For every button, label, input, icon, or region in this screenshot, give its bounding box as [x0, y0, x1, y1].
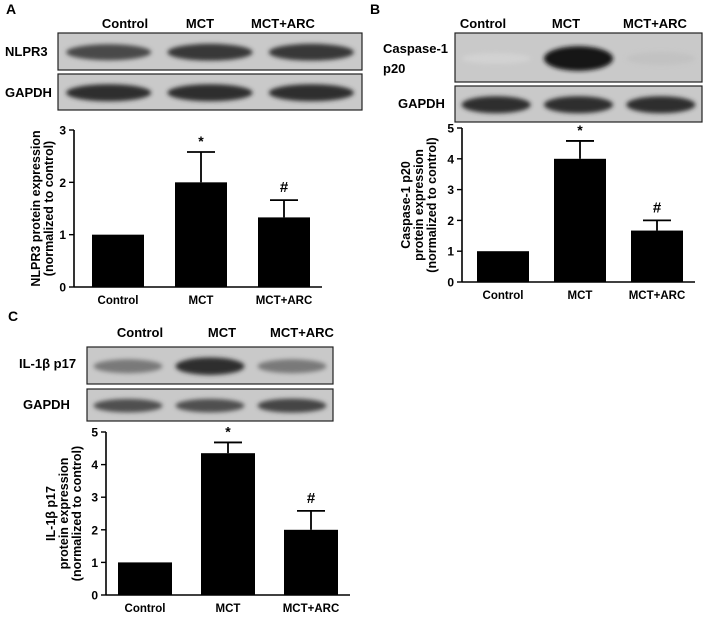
western-blot: GAPDH: [398, 85, 703, 123]
y-tick-label: 1: [59, 228, 66, 242]
x-tick-label: MCT: [216, 603, 241, 614]
bar: [175, 182, 227, 287]
blot-band: [543, 96, 614, 114]
blot-band: [626, 96, 696, 114]
significance-mark: *: [198, 133, 204, 149]
y-axis-label: Caspase-1 p20: [399, 161, 413, 249]
lane-label: MCT+ARC: [251, 16, 316, 31]
blot-band: [93, 359, 163, 374]
y-tick-label: 0: [91, 589, 98, 603]
panel-a: A Control MCT MCT+ARC NLPR3 GAPDH: [5, 1, 363, 111]
significance-mark: #: [307, 490, 316, 507]
blot-band: [268, 43, 354, 61]
bar: [118, 562, 172, 595]
bar: [201, 453, 255, 595]
y-tick-label: 2: [447, 214, 454, 228]
blot-label: IL-1β p17: [19, 356, 76, 371]
y-tick-label: 1: [447, 245, 454, 259]
lane-label: MCT: [208, 325, 236, 340]
panel-letter: C: [8, 308, 18, 324]
y-tick-label: 0: [447, 276, 454, 290]
western-blot: Caspase-1 p20: [383, 32, 703, 83]
y-tick-label: 2: [59, 176, 66, 190]
bar: [258, 217, 310, 287]
significance-mark: #: [280, 179, 289, 196]
y-tick-label: 4: [447, 152, 454, 166]
significance-mark: #: [653, 199, 662, 216]
blot-band: [268, 84, 354, 102]
bar-chart-a: 0 1 2 3 NLPR3 protein expression (normalized …: [29, 124, 322, 307]
panel-letter: B: [370, 1, 380, 17]
y-tick-label: 3: [59, 124, 66, 138]
western-blot: GAPDH: [5, 73, 363, 111]
y-tick-label: 0: [59, 281, 66, 295]
y-axis-label: (normalized to control): [425, 137, 439, 272]
blot-label: GAPDH: [398, 96, 445, 111]
blot-label: NLPR3: [5, 44, 48, 59]
lane-label: MCT: [186, 16, 214, 31]
y-axis-label: IL-1β p17: [44, 486, 58, 541]
blot-band: [167, 84, 253, 102]
x-tick-label: Control: [483, 290, 524, 302]
lane-label: MCT+ARC: [270, 325, 335, 340]
y-tick-label: 1: [91, 556, 98, 570]
bar: [554, 158, 606, 282]
x-tick-label: MCT: [189, 295, 214, 307]
blot-band: [175, 357, 245, 375]
significance-mark: *: [225, 423, 231, 439]
western-blot: IL-1β p17: [19, 346, 334, 385]
x-tick-label: Control: [98, 295, 139, 307]
bar: [92, 234, 144, 287]
blot-band: [543, 46, 614, 71]
y-axis-label: (normalized to control): [42, 141, 56, 276]
y-axis-label: NLPR3 protein expression: [29, 130, 43, 286]
y-tick-label: 3: [447, 183, 454, 197]
y-tick-label: 5: [91, 426, 98, 440]
blot-label: GAPDH: [23, 397, 70, 412]
blot-band: [66, 84, 152, 102]
panel-c: C Control MCT MCT+ARC IL-1β p17 GAPDH: [8, 308, 335, 422]
y-axis-label: protein expression: [57, 458, 71, 570]
significance-mark: *: [577, 122, 583, 138]
bar: [284, 529, 338, 595]
blot-band: [257, 359, 327, 374]
x-tick-label: MCT+ARC: [629, 290, 686, 302]
western-blot: GAPDH: [23, 388, 334, 422]
bar-chart-c: 0 1 2 3 4 5 IL-1β p17 protein expression (normal…: [44, 423, 350, 615]
y-tick-label: 2: [91, 523, 98, 537]
western-blot: NLPR3: [5, 32, 363, 71]
blot-band: [93, 398, 163, 413]
blot-label: Caspase-1: [383, 41, 448, 56]
x-tick-label: Control: [125, 603, 166, 614]
blot-band: [461, 96, 531, 114]
x-tick-label: MCT+ARC: [256, 295, 313, 307]
y-tick-label: 4: [91, 458, 98, 472]
lane-label: Control: [117, 325, 163, 340]
panel-letter: A: [6, 1, 16, 17]
y-tick-label: 5: [447, 122, 454, 136]
bar: [477, 251, 529, 282]
blot-label: p20: [383, 61, 405, 76]
lane-label: MCT: [552, 16, 580, 31]
bar: [631, 230, 683, 282]
blot-band: [257, 398, 327, 413]
x-tick-label: MCT: [568, 290, 593, 302]
lane-label: Control: [102, 16, 148, 31]
lane-label: MCT+ARC: [623, 16, 688, 31]
y-tick-label: 3: [91, 491, 98, 505]
y-axis-label: (normalized to control): [70, 446, 84, 581]
blot-band: [66, 44, 152, 61]
blot-band: [626, 51, 696, 66]
blot-band: [461, 52, 531, 65]
y-axis-label: protein expression: [412, 149, 426, 261]
x-tick-label: MCT+ARC: [283, 603, 340, 614]
blot-band: [175, 398, 245, 413]
panel-b: B Control MCT MCT+ARC Caspase-1 p20 GAPDH: [370, 1, 703, 123]
lane-label: Control: [460, 16, 506, 31]
blot-label: GAPDH: [5, 85, 52, 100]
bar-chart-b: 0 1 2 3 4 5 Caspase-1 p20 protein expression (no…: [399, 122, 695, 302]
blot-band: [167, 43, 253, 61]
